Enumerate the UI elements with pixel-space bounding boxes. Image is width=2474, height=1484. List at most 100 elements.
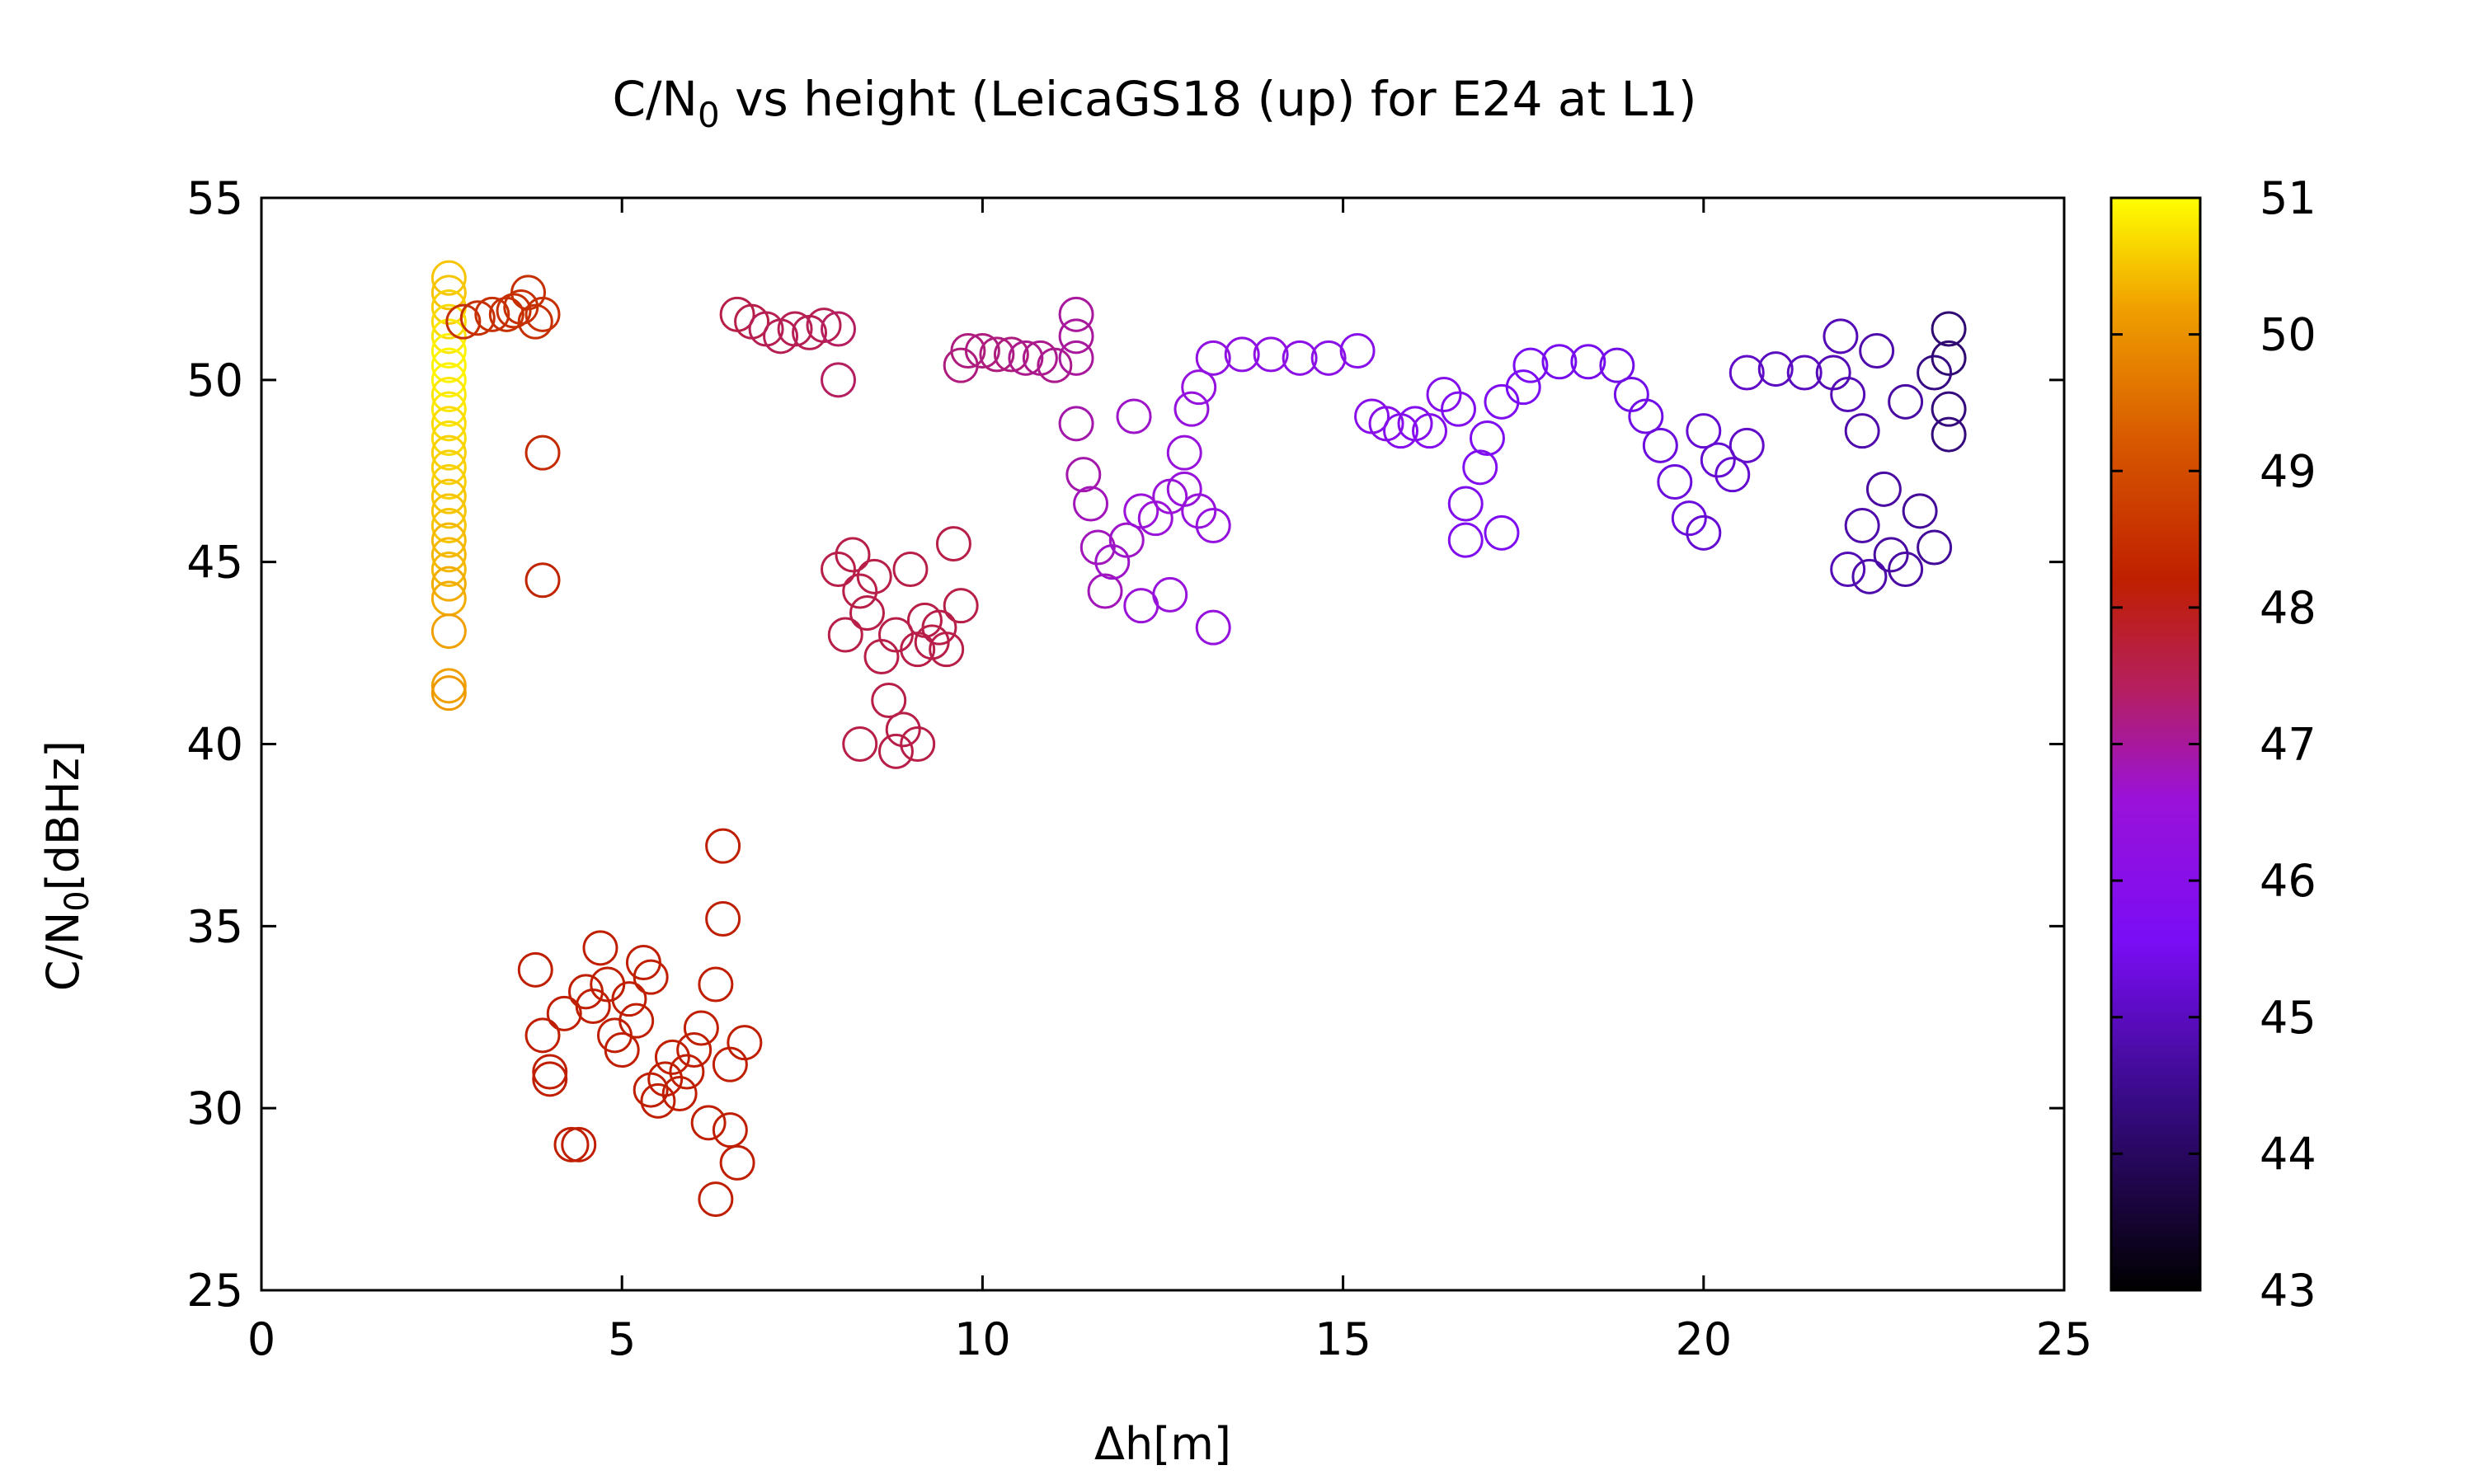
data-point [1181, 369, 1217, 406]
data-point [430, 552, 467, 587]
data-point [1065, 457, 1102, 493]
data-point [430, 333, 467, 369]
data-point [1087, 573, 1123, 609]
data-point [835, 537, 871, 573]
data-point [1282, 340, 1318, 376]
data-point [1931, 340, 1967, 376]
data-point [430, 420, 467, 456]
data-point [1888, 383, 1924, 420]
data-point [1642, 427, 1678, 463]
data-point [532, 1061, 568, 1097]
data-point [719, 1144, 755, 1181]
colorbar-tick-label: 46 [2260, 855, 2316, 907]
data-point [806, 308, 842, 344]
data-point [676, 1032, 713, 1068]
data-point [430, 347, 467, 383]
data-point [561, 1126, 597, 1162]
data-point [524, 1017, 561, 1054]
y-tick-label: 25 [186, 1265, 243, 1317]
data-point [1786, 355, 1823, 391]
x-tick-label: 25 [2036, 1313, 2093, 1365]
data-point [1541, 344, 1578, 380]
data-point [1339, 333, 1376, 369]
data-point [705, 901, 741, 937]
colorbar-axis: 43 44 45 46 47 48 49 50 51 [2111, 172, 2316, 1317]
data-point [1224, 336, 1260, 373]
data-point [1058, 296, 1094, 332]
data-point [1902, 493, 1938, 529]
data-point [950, 333, 986, 369]
data-point [777, 311, 813, 347]
x-tick-label: 15 [1315, 1313, 1371, 1365]
data-point [1823, 318, 1859, 355]
data-point [1844, 413, 1880, 449]
data-point [1073, 486, 1109, 522]
y-tick-label: 50 [186, 355, 243, 406]
data-point [821, 362, 857, 398]
data-point [430, 668, 467, 704]
data-point [1917, 355, 1953, 391]
data-point [964, 333, 1000, 369]
data-point [430, 318, 467, 355]
data-point [1469, 420, 1505, 456]
data-point [1686, 514, 1722, 551]
data-point [1412, 413, 1448, 449]
data-point [459, 300, 496, 336]
data-point [1195, 340, 1231, 376]
colorbar-tick-label: 48 [2260, 582, 2316, 634]
data-point [1859, 333, 1895, 369]
data-point [661, 1076, 698, 1111]
data-point [1058, 340, 1094, 376]
data-point [633, 959, 669, 995]
x-tick-label: 20 [1675, 1313, 1732, 1365]
data-point [683, 1010, 719, 1046]
data-point [1844, 508, 1880, 543]
data-point [640, 1082, 676, 1119]
data-point [1058, 406, 1094, 442]
x-axis-label: Δh[m] [1094, 1418, 1231, 1470]
data-point [430, 493, 467, 529]
data-point [1505, 369, 1541, 406]
data-point [993, 336, 1029, 373]
y-axis: 25 30 35 40 45 50 55 [186, 172, 2064, 1317]
data-point [430, 508, 467, 543]
data-point [654, 1039, 690, 1075]
data-point [935, 526, 971, 562]
data-point [1058, 318, 1094, 355]
data-point [1462, 449, 1498, 486]
data-point [496, 293, 532, 329]
data-point [1931, 416, 1967, 453]
y-tick-label: 35 [186, 900, 243, 952]
data-point [517, 303, 553, 340]
data-point [1671, 500, 1707, 537]
data-point [1166, 434, 1202, 471]
data-point [1686, 413, 1722, 449]
data-point [1830, 377, 1866, 412]
data-point [430, 377, 467, 412]
plot-area [430, 260, 1967, 1218]
data-point [430, 464, 467, 500]
data-point [1152, 576, 1188, 613]
data-point [430, 260, 467, 296]
data-point [430, 275, 467, 311]
data-point [532, 1054, 568, 1090]
data-point [1008, 340, 1044, 376]
data-point [842, 726, 878, 762]
data-point [1888, 552, 1924, 587]
data-point [827, 617, 863, 653]
data-point [1700, 442, 1736, 478]
data-point [1931, 391, 1967, 427]
data-point [1757, 351, 1794, 387]
data-point [524, 296, 561, 332]
data-point [1657, 464, 1693, 500]
data-point [553, 1126, 590, 1162]
data-point [900, 726, 936, 762]
data-point [1729, 427, 1765, 463]
data-point [582, 930, 618, 966]
data-point [517, 951, 553, 988]
y-tick-label: 40 [186, 719, 243, 771]
data-point [712, 1112, 748, 1148]
chart-title: C/N0 vs height (LeicaGS18 (up) for E24 a… [613, 71, 1697, 135]
y-tick-label: 45 [186, 537, 243, 589]
colorbar [2109, 196, 2202, 1292]
